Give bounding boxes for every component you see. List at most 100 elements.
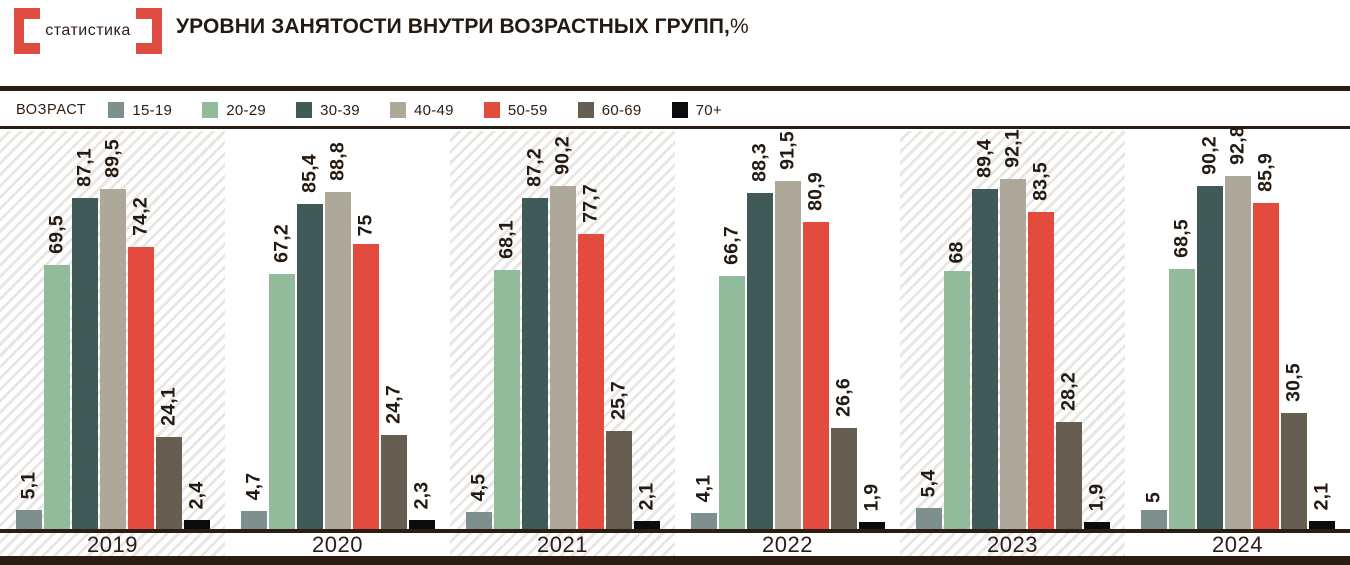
logo-bracket-left-icon bbox=[14, 8, 44, 54]
bar-2019-20-29[interactable]: 69,5 bbox=[43, 131, 70, 529]
legend-item-20-29[interactable]: 20-29 bbox=[202, 102, 266, 119]
x-axis-line bbox=[0, 529, 1350, 533]
bar-rect bbox=[71, 198, 98, 529]
bar-value-label: 83,5 bbox=[1029, 161, 1051, 201]
page-title-unit: % bbox=[729, 15, 749, 38]
bar-cluster: 5,1 69,5 87,1 89,5 74,2 24,1 2,4 bbox=[0, 131, 225, 529]
legend-item-label: 30-39 bbox=[320, 101, 360, 119]
bar-2024-60-69[interactable]: 30,5 bbox=[1280, 131, 1307, 529]
bar-rect bbox=[1196, 186, 1223, 529]
bar-2023-50-59[interactable]: 83,5 bbox=[1027, 131, 1054, 529]
legend-item-50-59[interactable]: 50-59 bbox=[483, 101, 548, 119]
bar-value-label: 68,5 bbox=[1170, 218, 1192, 258]
bar-2024-20-29[interactable]: 68,5 bbox=[1168, 131, 1195, 529]
bar-2021-70+[interactable]: 2,1 bbox=[633, 131, 660, 529]
legend-item-40-49[interactable]: 40-49 bbox=[389, 102, 454, 119]
bar-2024-50-59[interactable]: 85,9 bbox=[1252, 131, 1279, 529]
legend-item-60-69[interactable]: 60-69 bbox=[577, 102, 642, 119]
bar-rect bbox=[380, 435, 407, 529]
bar-rect bbox=[858, 521, 885, 529]
x-axis-label-cell: 2019 bbox=[0, 532, 225, 557]
x-axis-label-cell: 2022 bbox=[675, 532, 900, 557]
bar-2023-15-19[interactable]: 5,4 bbox=[915, 131, 942, 529]
bar-cluster: 4,1 66,7 88,3 91,5 80,9 26,6 1,9 bbox=[675, 131, 900, 529]
bar-rect bbox=[408, 520, 435, 529]
legend-item-label: 50-59 bbox=[507, 101, 548, 119]
bar-rect bbox=[1252, 202, 1279, 529]
legend-swatch-icon bbox=[108, 102, 125, 118]
bar-value-label: 5 bbox=[1142, 491, 1164, 504]
x-axis-label-2024: 2024 bbox=[1212, 532, 1263, 557]
bar-2022-70+[interactable]: 1,9 bbox=[858, 131, 885, 529]
bar-2020-40-49[interactable]: 88,8 bbox=[324, 131, 351, 529]
bar-value-label: 87,1 bbox=[73, 148, 95, 187]
bar-value-label: 28,2 bbox=[1057, 371, 1079, 411]
bar-2020-15-19[interactable]: 4,7 bbox=[240, 131, 267, 529]
bar-2023-70+[interactable]: 1,9 bbox=[1083, 131, 1110, 529]
bar-2023-20-29[interactable]: 68 bbox=[943, 131, 970, 529]
bar-2022-20-29[interactable]: 66,7 bbox=[718, 131, 745, 529]
bar-rect bbox=[352, 244, 379, 529]
bar-value-label: 67,2 bbox=[270, 223, 292, 263]
bar-value-label: 4,7 bbox=[242, 472, 264, 501]
bar-2019-50-59[interactable]: 74,2 bbox=[127, 131, 154, 529]
bar-2023-40-49[interactable]: 92,1 bbox=[999, 129, 1026, 529]
bar-2023-60-69[interactable]: 28,2 bbox=[1055, 131, 1082, 529]
bar-value-label: 77,7 bbox=[579, 183, 601, 223]
bar-value-label: 85,4 bbox=[298, 154, 320, 194]
bar-2022-50-59[interactable]: 80,9 bbox=[802, 131, 829, 529]
bar-2024-70+[interactable]: 2,1 bbox=[1308, 131, 1335, 529]
bar-2021-60-69[interactable]: 25,7 bbox=[605, 131, 632, 529]
legend-item-label: 20-29 bbox=[226, 101, 267, 119]
bar-2022-40-49[interactable]: 91,5 bbox=[774, 131, 801, 529]
bar-2021-40-49[interactable]: 90,2 bbox=[549, 131, 576, 529]
bar-2021-50-59[interactable]: 77,7 bbox=[577, 131, 604, 529]
statistika-logo: статистика bbox=[14, 8, 162, 54]
bar-value-label: 30,5 bbox=[1282, 363, 1304, 402]
bar-value-label: 68,1 bbox=[495, 220, 517, 260]
bar-value-label: 2,1 bbox=[1310, 482, 1332, 511]
bar-rect bbox=[1308, 521, 1335, 529]
chart-groups: 5,1 69,5 87,1 89,5 74,2 24,1 2,4 4,7 67,2 85,4 88,… bbox=[0, 126, 1350, 529]
bar-2024-15-19[interactable]: 5 bbox=[1140, 131, 1167, 529]
bar-2021-20-29[interactable]: 68,1 bbox=[493, 131, 520, 529]
bar-rect bbox=[999, 179, 1026, 529]
bar-value-label: 4,5 bbox=[467, 473, 489, 502]
bar-2019-70+[interactable]: 2,4 bbox=[183, 131, 210, 529]
bar-cluster: 5,4 68 89,4 92,1 83,5 28,2 1,9 bbox=[900, 129, 1125, 529]
legend-swatch-icon bbox=[483, 102, 500, 118]
bar-2021-15-19[interactable]: 4,5 bbox=[465, 131, 492, 529]
legend-title: ВОЗРАСТ bbox=[16, 102, 87, 118]
bar-2020-50-59[interactable]: 75 bbox=[352, 131, 379, 529]
bar-rect bbox=[155, 437, 182, 529]
bar-2024-30-39[interactable]: 90,2 bbox=[1196, 131, 1223, 529]
legend-item-30-39[interactable]: 30-39 bbox=[296, 102, 360, 119]
bar-2020-70+[interactable]: 2,3 bbox=[408, 131, 435, 529]
bar-2022-60-69[interactable]: 26,6 bbox=[830, 131, 857, 529]
x-axis-label-2021: 2021 bbox=[537, 532, 588, 557]
bar-2020-20-29[interactable]: 67,2 bbox=[268, 131, 295, 529]
bar-2020-60-69[interactable]: 24,7 bbox=[380, 131, 407, 529]
bar-value-label: 80,9 bbox=[804, 171, 826, 211]
legend-swatch-icon bbox=[577, 102, 594, 118]
bar-2023-30-39[interactable]: 89,4 bbox=[971, 131, 998, 529]
bar-cluster: 4,5 68,1 87,2 90,2 77,7 25,7 2,1 bbox=[450, 131, 675, 529]
bar-2021-30-39[interactable]: 87,2 bbox=[521, 131, 548, 529]
bar-2019-15-19[interactable]: 5,1 bbox=[15, 131, 42, 529]
legend-item-70+[interactable]: 70+ bbox=[671, 102, 722, 119]
bar-2020-30-39[interactable]: 85,4 bbox=[296, 131, 323, 529]
bar-2022-30-39[interactable]: 88,3 bbox=[746, 131, 773, 529]
bar-value-label: 69,5 bbox=[45, 215, 67, 254]
bar-value-label: 89,4 bbox=[973, 139, 995, 179]
bar-2019-40-49[interactable]: 89,5 bbox=[99, 131, 126, 529]
bar-rect bbox=[690, 513, 717, 529]
bar-value-label: 88,3 bbox=[748, 143, 770, 183]
bar-2019-60-69[interactable]: 24,1 bbox=[155, 131, 182, 529]
bar-rect bbox=[15, 509, 42, 529]
bar-2024-40-49[interactable]: 92,8 bbox=[1224, 126, 1251, 529]
bar-2022-15-19[interactable]: 4,1 bbox=[690, 131, 717, 529]
bar-rect bbox=[943, 270, 970, 529]
bar-rect bbox=[493, 270, 520, 529]
legend-item-15-19[interactable]: 15-19 bbox=[108, 102, 172, 119]
bar-2019-30-39[interactable]: 87,1 bbox=[71, 131, 98, 529]
